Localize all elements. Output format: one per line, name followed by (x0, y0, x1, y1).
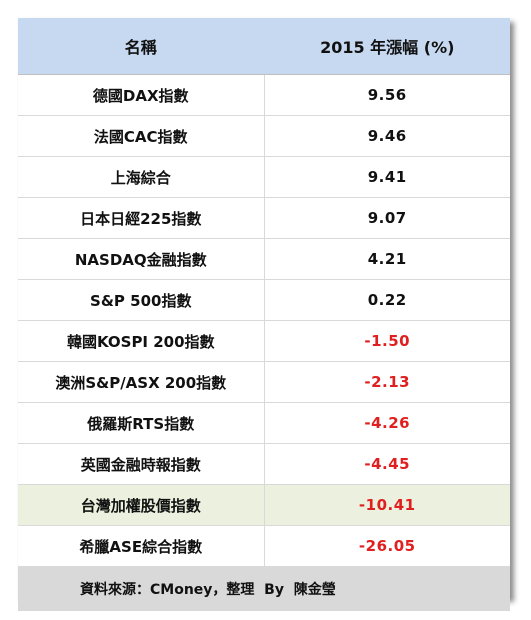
index-change-cell: 0.22 (264, 279, 510, 321)
table-row: NASDAQ金融指數 4.21 (18, 238, 510, 280)
index-name-cell: 韓國KOSPI 200指數 (18, 320, 265, 362)
column-header-change: 2015 年漲幅 (%) (264, 18, 510, 75)
index-name-cell: 日本日經225指數 (18, 197, 265, 239)
index-name-cell: 希臘ASE綜合指數 (18, 525, 265, 567)
index-name-cell: 俄羅斯RTS指數 (18, 402, 265, 444)
index-change-cell: 9.07 (264, 197, 510, 239)
index-name-cell: NASDAQ金融指數 (18, 238, 265, 280)
index-performance-table: 名稱 2015 年漲幅 (%) 德國DAX指數 9.56 法國CAC指數 9.46 上海… (18, 18, 510, 567)
index-change-cell: -2.13 (264, 361, 510, 403)
index-change-cell: -1.50 (264, 320, 510, 362)
table-row: 希臘ASE綜合指數 -26.05 (18, 525, 510, 567)
index-change-cell: -26.05 (264, 525, 510, 567)
table-row: 韓國KOSPI 200指數 -1.50 (18, 320, 510, 362)
table-row: 德國DAX指數 9.56 (18, 74, 510, 116)
index-change-cell: -4.45 (264, 443, 510, 485)
index-name-cell: 英國金融時報指數 (18, 443, 265, 485)
table-row: 澳洲S&P/ASX 200指數 -2.13 (18, 361, 510, 403)
index-name-cell: 澳洲S&P/ASX 200指數 (18, 361, 265, 403)
source-footer: 資料來源：CMoney，整理 By 陳金瑩 (18, 567, 510, 611)
index-name-cell: 台灣加權股價指數 (18, 484, 265, 526)
index-change-cell: -10.41 (264, 484, 510, 526)
index-name-cell: S&P 500指數 (18, 279, 265, 321)
table-row: 英國金融時報指數 -4.45 (18, 443, 510, 485)
table-row: 台灣加權股價指數 -10.41 (18, 484, 510, 526)
table-row: 上海綜合 9.41 (18, 156, 510, 198)
index-change-cell: 4.21 (264, 238, 510, 280)
index-performance-table-card: 名稱 2015 年漲幅 (%) 德國DAX指數 9.56 法國CAC指數 9.46 上海… (18, 18, 510, 611)
table-row: 日本日經225指數 9.07 (18, 197, 510, 239)
table-body: 德國DAX指數 9.56 法國CAC指數 9.46 上海綜合 9.41 日本日經225指數 9… (18, 74, 510, 567)
index-change-cell: 9.41 (264, 156, 510, 198)
index-name-cell: 德國DAX指數 (18, 74, 265, 116)
table-row: S&P 500指數 0.22 (18, 279, 510, 321)
index-change-cell: -4.26 (264, 402, 510, 444)
index-change-cell: 9.56 (264, 74, 510, 116)
index-name-cell: 法國CAC指數 (18, 115, 265, 157)
column-header-name: 名稱 (18, 18, 265, 75)
index-name-cell: 上海綜合 (18, 156, 265, 198)
table-row: 俄羅斯RTS指數 -4.26 (18, 402, 510, 444)
table-header-row: 名稱 2015 年漲幅 (%) (18, 18, 510, 75)
table-row: 法國CAC指數 9.46 (18, 115, 510, 157)
index-change-cell: 9.46 (264, 115, 510, 157)
